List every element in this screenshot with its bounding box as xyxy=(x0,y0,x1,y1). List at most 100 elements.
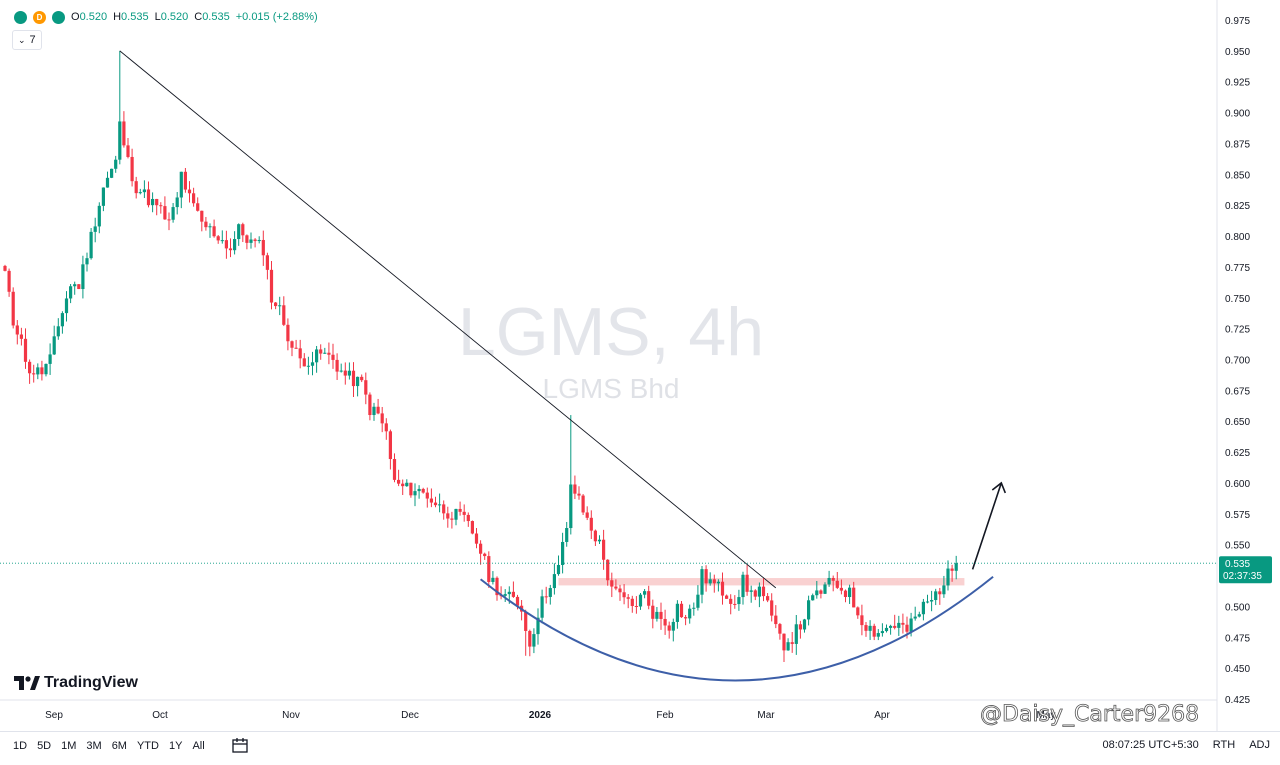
candle-body xyxy=(860,615,864,626)
resistance-zone xyxy=(558,578,965,586)
candle-body xyxy=(85,258,89,265)
candle-body xyxy=(802,619,807,630)
range-button-1y[interactable]: 1Y xyxy=(168,740,183,752)
range-button-5d[interactable]: 5D xyxy=(37,740,52,752)
candle-body xyxy=(532,634,536,647)
range-button-3m[interactable]: 3M xyxy=(86,740,102,752)
range-button-6m[interactable]: 6M xyxy=(111,740,127,752)
candle-body xyxy=(770,600,774,616)
candle-body xyxy=(331,354,335,360)
candle-body xyxy=(524,611,528,631)
candle-body xyxy=(868,625,872,631)
y-tick-label: 0.675 xyxy=(1225,386,1250,397)
candle-body xyxy=(819,590,823,594)
candle-body xyxy=(28,361,32,374)
clock-time[interactable]: 08:07:25 UTC+5:30 xyxy=(1102,739,1199,751)
candle-body xyxy=(741,574,745,598)
tradingview-logo[interactable]: TradingView xyxy=(14,674,138,692)
downtrend-line xyxy=(119,50,777,589)
candle-body xyxy=(110,168,114,178)
candle-body xyxy=(630,598,634,606)
candle-body xyxy=(757,586,761,597)
candle-body xyxy=(696,594,700,608)
candle-body xyxy=(438,504,442,506)
x-tick-label: May xyxy=(1037,710,1056,721)
dividends-icon[interactable] xyxy=(52,10,65,24)
candle-body xyxy=(134,181,138,194)
candle-body xyxy=(565,528,569,542)
candle-body xyxy=(876,633,880,637)
candle-body xyxy=(343,370,347,376)
candle-body xyxy=(643,591,647,595)
delayed-data-icon[interactable]: D xyxy=(33,10,46,24)
candle-body xyxy=(815,590,819,596)
range-button-1d[interactable]: 1D xyxy=(13,740,28,752)
candle-body xyxy=(905,624,909,632)
y-tick-label: 0.775 xyxy=(1225,263,1250,274)
candle-body xyxy=(384,423,388,432)
range-button-ytd[interactable]: YTD xyxy=(136,740,159,752)
candle-body xyxy=(893,625,897,628)
candle-body xyxy=(372,406,376,416)
candle-body xyxy=(638,594,643,607)
candle-body xyxy=(737,597,741,605)
candle-body xyxy=(97,205,101,227)
candle-body xyxy=(720,581,725,596)
candle-body xyxy=(257,239,261,242)
candle-body xyxy=(474,533,479,544)
candle-body xyxy=(561,541,565,565)
adj-toggle[interactable]: ADJ xyxy=(1249,739,1270,751)
candle-body xyxy=(142,189,146,193)
calendar-icon[interactable] xyxy=(231,736,249,754)
range-button-all[interactable]: All xyxy=(192,740,205,752)
y-tick-label: 0.825 xyxy=(1225,201,1250,212)
candle-body xyxy=(766,596,770,601)
candle-body xyxy=(552,574,556,589)
candle-body xyxy=(200,210,204,222)
candle-body xyxy=(827,577,831,585)
candle-body xyxy=(73,284,77,287)
candle-body xyxy=(253,239,257,242)
watermark-subtitle: LGMS Bhd xyxy=(543,373,680,404)
candle-body xyxy=(442,504,446,514)
rth-toggle[interactable]: RTH xyxy=(1212,739,1236,751)
candle-body xyxy=(52,336,56,355)
candle-body xyxy=(909,618,913,632)
candle-body xyxy=(294,347,298,349)
candle-body xyxy=(597,539,602,542)
candle-body xyxy=(495,577,499,596)
candle-body xyxy=(212,226,216,237)
candle-body xyxy=(409,482,413,496)
candle-body xyxy=(11,291,15,326)
candle-body xyxy=(368,394,372,416)
candle-body xyxy=(187,189,192,194)
candle-body xyxy=(208,226,212,228)
y-tick-label: 0.900 xyxy=(1225,109,1250,120)
candle-body xyxy=(417,488,421,492)
tradingview-logo-text: TradingView xyxy=(44,674,138,691)
candle-body xyxy=(503,594,507,596)
candle-body xyxy=(163,206,167,220)
candle-body xyxy=(618,588,622,593)
chevron-down-icon: ⌄ xyxy=(18,34,26,45)
candle-body xyxy=(925,601,930,603)
candle-body xyxy=(852,587,856,608)
y-tick-label: 0.950 xyxy=(1225,47,1250,58)
range-button-1m[interactable]: 1M xyxy=(61,740,77,752)
price-tag-countdown: 02:37:35 xyxy=(1223,571,1262,582)
tradingview-logo-icon xyxy=(14,676,40,690)
indicators-toggle[interactable]: ⌄ 7 xyxy=(12,30,42,50)
candle-body xyxy=(848,587,852,598)
candle-body xyxy=(556,564,561,575)
candle-body xyxy=(708,579,712,584)
y-tick-label: 0.550 xyxy=(1225,541,1250,552)
market-status-icon xyxy=(14,10,27,24)
rounding-bottom-curve xyxy=(479,576,994,682)
candle-body xyxy=(712,579,716,584)
candle-body xyxy=(401,483,405,487)
candle-body xyxy=(778,624,782,634)
watermark-title: LGMS, 4h xyxy=(458,294,764,370)
x-tick-label: Mar xyxy=(757,710,775,721)
